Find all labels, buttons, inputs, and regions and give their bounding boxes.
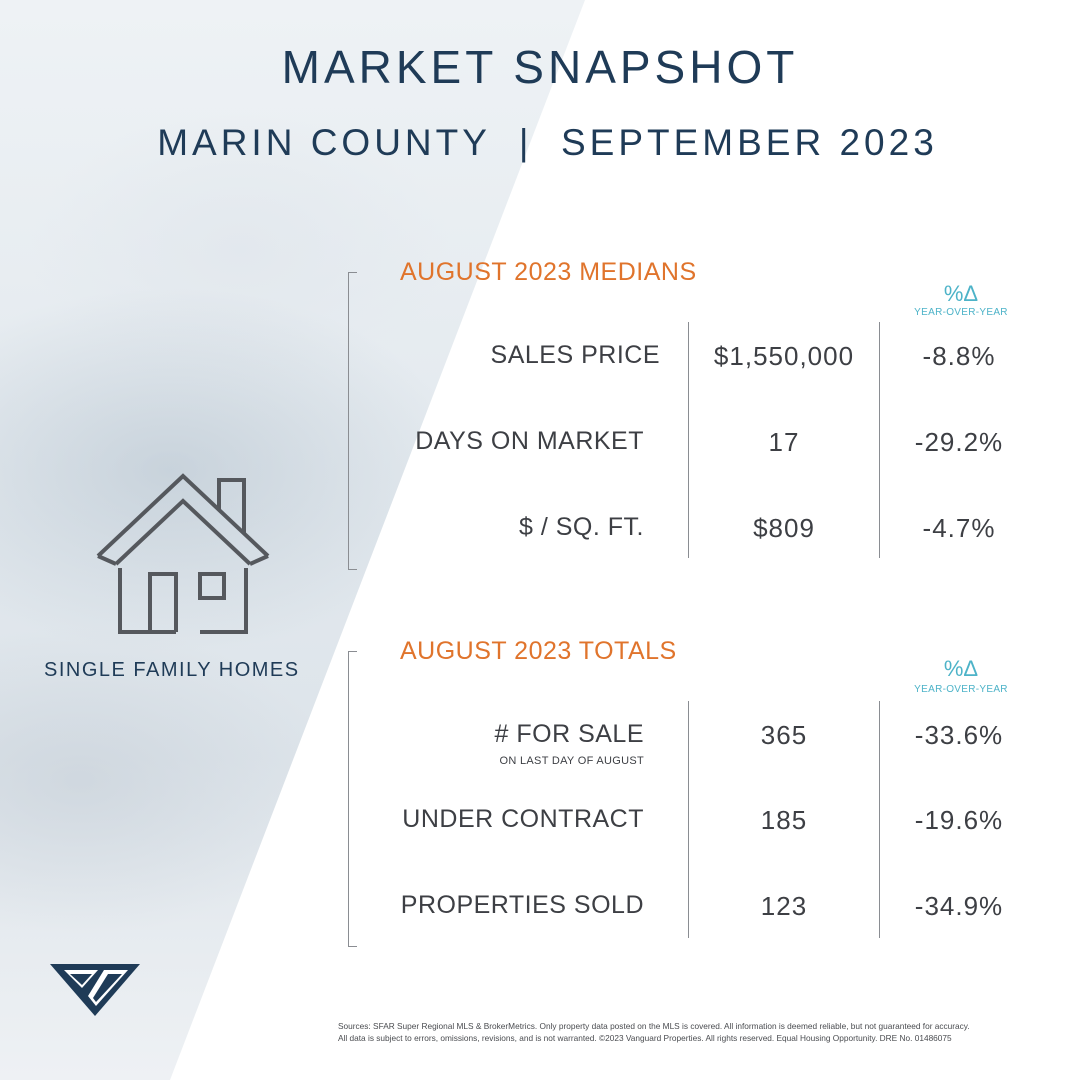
medians-row-value: $1,550,000: [713, 341, 855, 371]
totals-row-change: -34.9%: [914, 891, 1004, 921]
medians-bracket: [348, 272, 357, 570]
medians-heading: AUGUST 2023 MEDIANS: [400, 258, 697, 286]
totals-divider-2: [879, 701, 880, 938]
medians-row-change: -29.2%: [914, 427, 1004, 457]
footnote: Sources: SFAR Super Regional MLS & Broke…: [338, 1020, 1058, 1044]
totals-heading: AUGUST 2023 TOTALS: [400, 637, 677, 665]
property-type-label: SINGLE FAMILY HOMES: [44, 659, 300, 681]
medians-delta-symbol: %Δ: [943, 281, 979, 306]
vanguard-logo-icon: [50, 964, 140, 1016]
totals-row-label: UNDER CONTRACT: [402, 805, 644, 833]
medians-row-value: $809: [753, 513, 815, 543]
medians-divider-1: [688, 322, 689, 558]
medians-row-change: -8.8%: [922, 341, 996, 371]
totals-row-value: 185: [760, 805, 808, 835]
totals-divider-1: [688, 701, 689, 938]
medians-divider-2: [879, 322, 880, 558]
totals-row-change: -33.6%: [914, 720, 1004, 750]
medians-row-label: SALES PRICE: [490, 341, 660, 369]
totals-delta-symbol: %Δ: [943, 656, 979, 681]
medians-row-label: DAYS ON MARKET: [415, 427, 644, 455]
medians-row-change: -4.7%: [922, 513, 996, 543]
totals-row-value: 365: [760, 720, 808, 750]
page-title: MARKET SNAPSHOT: [281, 41, 799, 93]
footnote-line-1: Sources: SFAR Super Regional MLS & Broke…: [338, 1021, 970, 1031]
totals-row-change: -19.6%: [914, 805, 1004, 835]
medians-delta-label: YEAR-OVER-YEAR: [914, 307, 1008, 318]
totals-row-sublabel: ON LAST DAY OF AUGUST: [499, 755, 644, 767]
house-icon: [96, 473, 270, 634]
footnote-line-2: All data is subject to errors, omissions…: [338, 1033, 952, 1043]
medians-row-value: 17: [768, 427, 800, 457]
totals-delta-label: YEAR-OVER-YEAR: [914, 684, 1008, 695]
medians-row-label: $ / SQ. FT.: [519, 513, 644, 541]
totals-bracket: [348, 651, 357, 947]
totals-row-label: PROPERTIES SOLD: [400, 891, 644, 919]
totals-row-value: 123: [760, 891, 808, 921]
page-subtitle: MARIN COUNTY | SEPTEMBER 2023: [157, 122, 938, 163]
totals-row-label: # FOR SALE: [494, 720, 644, 748]
